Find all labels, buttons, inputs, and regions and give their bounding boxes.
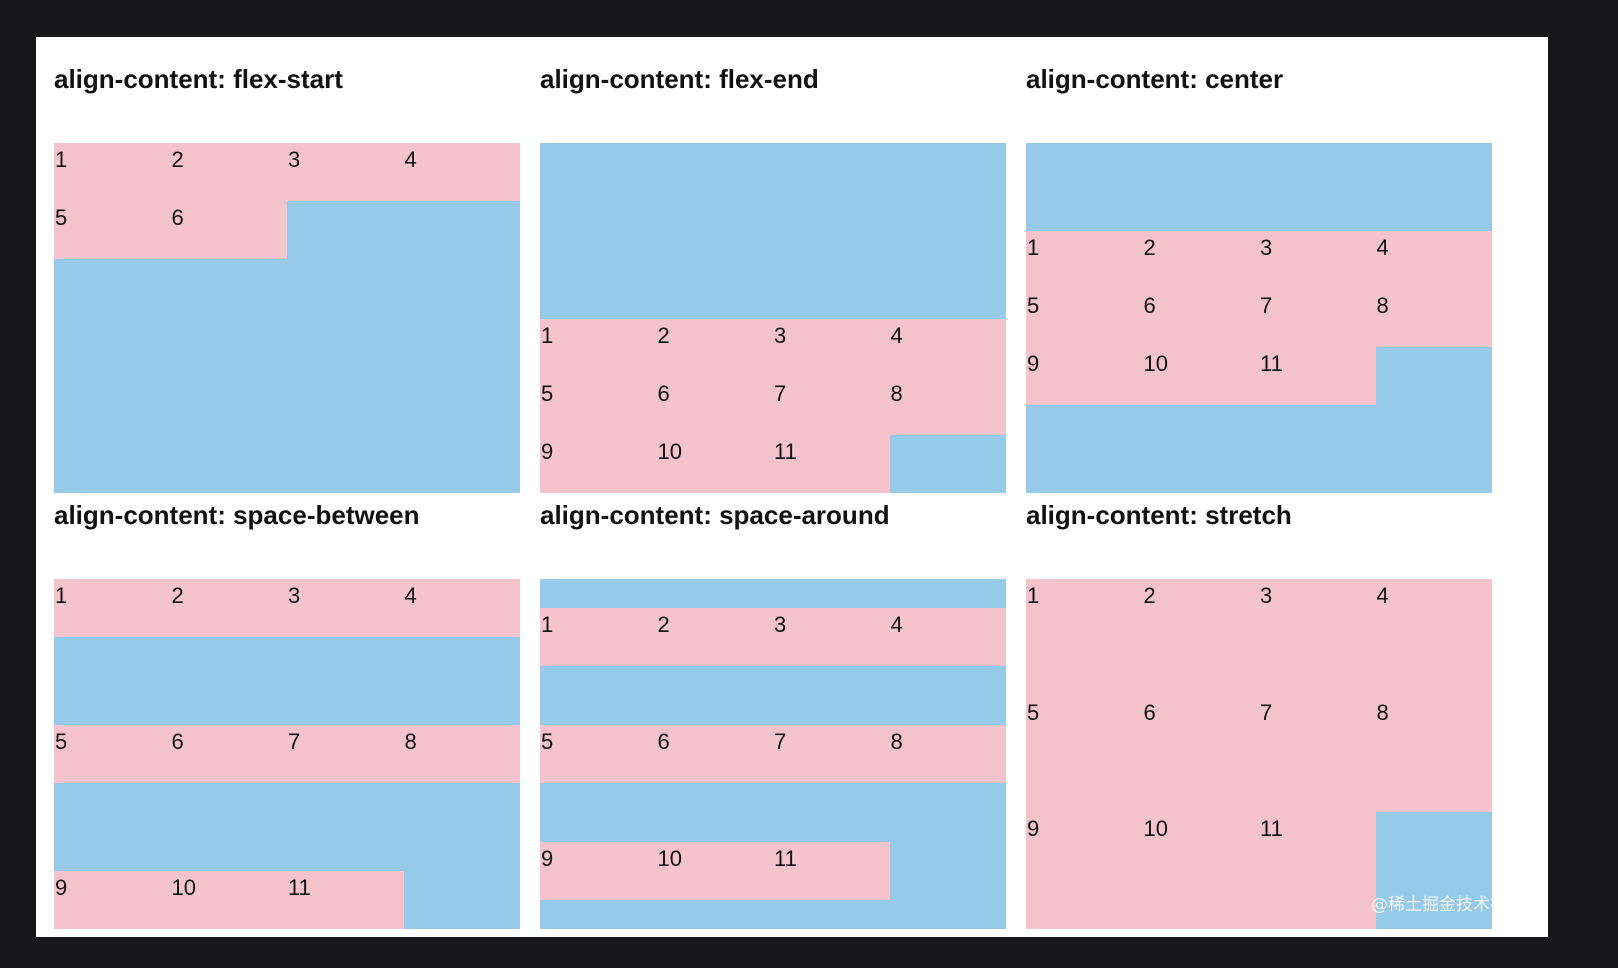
flex-item: 3	[1259, 579, 1376, 696]
flex-item: 2	[656, 608, 773, 667]
flex-item: 9	[1026, 812, 1143, 929]
flex-item: 5	[54, 725, 171, 783]
flex-item: 5	[540, 377, 657, 435]
watermark: @稀土掘金技术社区	[1371, 895, 1524, 915]
flex-item: 3	[287, 143, 404, 201]
flex-item: 10	[656, 435, 773, 493]
flex-container: 1 2 3 4 5 6 7 8 9 10 11	[1026, 579, 1492, 929]
flex-item: 7	[1259, 289, 1376, 347]
panel-title: align-content: stretch	[1026, 500, 1292, 530]
flex-item: 3	[773, 608, 890, 667]
panel-title: align-content: flex-start	[54, 64, 343, 94]
flex-item: 2	[170, 579, 287, 637]
flex-item: 8	[889, 724, 1006, 783]
flex-item: 8	[403, 725, 520, 783]
flex-item: 4	[889, 608, 1006, 667]
flex-item: 3	[1259, 231, 1376, 289]
panel-title: align-content: space-between	[54, 500, 420, 530]
flex-item: 4	[1375, 231, 1492, 289]
flex-item: 10	[1142, 812, 1259, 929]
flex-container: 1 2 3 4 5 6 7 8 9 10 11	[1026, 143, 1492, 493]
flex-item: 2	[656, 319, 773, 377]
flex-item: 10	[170, 871, 287, 929]
flex-item: 9	[540, 841, 657, 900]
flex-item: 4	[403, 143, 520, 201]
flex-item: 9	[540, 435, 657, 493]
flex-item: 4	[403, 579, 520, 637]
flex-item: 7	[1259, 695, 1376, 813]
flex-item: 5	[1026, 289, 1143, 347]
flex-item: 11	[773, 435, 890, 493]
flex-item: 5	[540, 724, 657, 783]
flex-item: 1	[54, 143, 171, 201]
flex-item: 10	[1142, 347, 1259, 405]
panel-title: align-content: space-around	[540, 500, 890, 530]
flex-item: 8	[889, 377, 1006, 435]
flex-item: 2	[1142, 231, 1259, 289]
flex-item: 8	[1375, 289, 1492, 347]
flex-item: 6	[1142, 695, 1259, 813]
flex-item: 7	[773, 724, 890, 783]
flex-item: 6	[656, 724, 773, 783]
flex-item: 6	[170, 725, 287, 783]
flex-item: 5	[54, 201, 171, 259]
flex-item: 9	[1026, 347, 1143, 405]
panel-title: align-content: flex-end	[540, 64, 819, 94]
flex-item: 6	[656, 377, 773, 435]
flex-item: 4	[889, 319, 1006, 377]
flex-item: 1	[1026, 231, 1143, 289]
flex-container: 1 2 3 4 5 6 7 8 9 10 11	[540, 143, 1006, 493]
flex-container: 1 2 3 4 5 6 7 8 9 10 11	[54, 579, 520, 929]
flex-item: 1	[540, 608, 657, 667]
flex-item: 6	[170, 201, 287, 259]
flex-container: 1 2 3 4 5 6 7 8 9 10 11	[540, 579, 1006, 929]
flex-item: 4	[1375, 579, 1492, 696]
flex-item: 11	[773, 841, 890, 900]
flex-item: 9	[54, 871, 171, 929]
flex-item: 10	[656, 841, 773, 900]
flex-item: 6	[1142, 289, 1259, 347]
flex-item: 1	[1026, 579, 1143, 696]
flex-item: 5	[1026, 695, 1143, 813]
panel-title: align-content: center	[1026, 64, 1284, 94]
flex-item: 11	[287, 871, 404, 929]
flex-item: 1	[540, 319, 657, 377]
flex-item: 2	[1142, 579, 1259, 696]
flex-item: 3	[773, 319, 890, 377]
flex-item: 11	[1259, 347, 1376, 405]
flex-item: 11	[1259, 812, 1376, 929]
flex-item: 2	[170, 143, 287, 201]
flex-item: 7	[287, 725, 404, 783]
flex-item: 7	[773, 377, 890, 435]
flex-item: 8	[1375, 695, 1492, 813]
flex-item: 1	[54, 579, 171, 637]
flex-item: 3	[287, 579, 404, 637]
